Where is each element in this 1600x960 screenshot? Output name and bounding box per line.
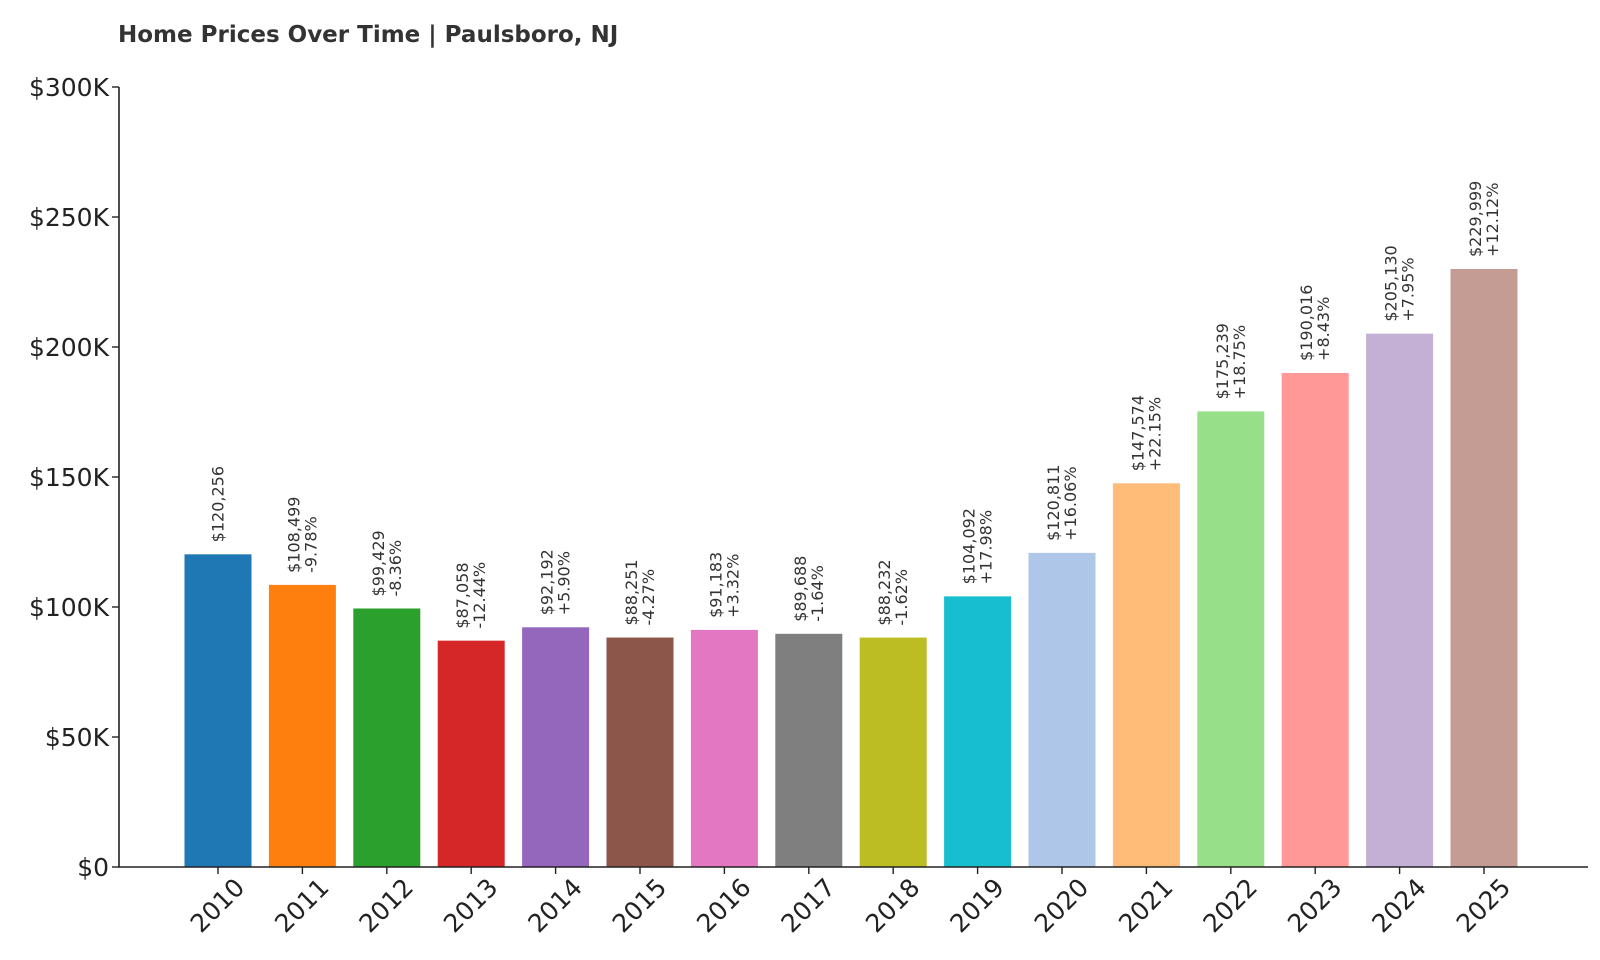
change-label: +22.15% <box>1145 397 1164 471</box>
x-tick-label: 2023 <box>1282 873 1347 938</box>
data-label-2012: $99,429-8.36% <box>369 530 405 596</box>
bar-2019 <box>944 596 1012 867</box>
value-label: $89,688 <box>791 556 810 622</box>
change-label: +5.90% <box>555 551 574 615</box>
x-tick-label: 2012 <box>354 873 419 938</box>
bar-2017 <box>775 633 843 867</box>
value-label: $120,811 <box>1044 465 1063 541</box>
value-label: $88,251 <box>622 559 641 625</box>
data-label-2013: $87,058-12.44% <box>453 562 489 629</box>
bar-2013 <box>437 640 505 867</box>
bars <box>184 269 1518 868</box>
data-label-2014: $92,192+5.90% <box>538 549 574 615</box>
x-tick-label: 2015 <box>607 873 672 938</box>
change-label: -9.78% <box>301 516 320 573</box>
value-label: $147,574 <box>1128 395 1147 471</box>
data-label-2017: $89,688-1.64% <box>791 556 827 622</box>
value-label: $205,130 <box>1382 245 1401 321</box>
bar-2023 <box>1281 372 1349 867</box>
data-labels: $120,256 $108,499-9.78% $99,429-8.36% $87,0… <box>209 181 1503 629</box>
value-label: $104,092 <box>960 508 979 584</box>
value-label: $91,183 <box>706 552 725 618</box>
change-label: +8.43% <box>1314 297 1333 361</box>
data-label-2025: $229,999+12.12% <box>1466 181 1502 257</box>
x-axis-ticks: 2010 2011 2012 2013 2014 2015 2016 2017 2018 2019… <box>185 867 1516 938</box>
change-label: -1.64% <box>808 565 827 622</box>
value-label: $88,232 <box>875 559 894 625</box>
change-label: +18.75% <box>1230 325 1249 399</box>
change-label: +7.95% <box>1399 257 1418 321</box>
data-label-2020: $120,811+16.06% <box>1044 465 1080 541</box>
y-axis-ticks: $0 $50K $100K $150K $200K $250K $300K <box>29 73 119 882</box>
change-label: +17.98% <box>977 510 996 584</box>
x-tick-label: 2011 <box>269 873 334 938</box>
change-label: +16.06% <box>1061 466 1080 540</box>
bar-2022 <box>1197 411 1265 867</box>
value-label: $108,499 <box>284 497 303 573</box>
change-label: +3.32% <box>723 554 742 618</box>
bar-2025 <box>1450 269 1518 868</box>
y-tick-label: $100K <box>29 593 110 622</box>
x-tick-label: 2021 <box>1113 873 1178 938</box>
x-tick-label: 2025 <box>1451 873 1516 938</box>
bar-2016 <box>690 629 758 867</box>
value-label: $175,239 <box>1213 323 1232 399</box>
change-label: -12.44% <box>470 562 489 629</box>
x-tick-label: 2017 <box>776 873 841 938</box>
bar-2014 <box>522 627 590 867</box>
change-label: -1.62% <box>892 569 911 626</box>
value-label: $99,429 <box>369 530 388 596</box>
chart-title: Home Prices Over Time | Paulsboro, NJ <box>118 22 618 48</box>
bar-2020 <box>1028 552 1096 867</box>
y-tick-label: $200K <box>29 333 110 362</box>
bar-2018 <box>859 637 927 867</box>
value-label: $120,256 <box>209 466 228 542</box>
x-tick-label: 2019 <box>944 873 1009 938</box>
data-label-2016: $91,183+3.32% <box>706 552 742 618</box>
data-label-2024: $205,130+7.95% <box>1382 245 1418 321</box>
data-label-2018: $88,232-1.62% <box>875 559 911 625</box>
data-label-2010: $120,256 <box>209 466 228 542</box>
data-label-2011: $108,499-9.78% <box>284 497 320 573</box>
x-tick-label: 2024 <box>1366 873 1431 938</box>
value-label: $87,058 <box>453 562 472 628</box>
x-tick-label: 2020 <box>1029 873 1094 938</box>
x-tick-label: 2013 <box>438 873 503 938</box>
y-tick-label: $300K <box>29 73 110 102</box>
x-tick-label: 2014 <box>522 873 587 938</box>
y-tick-label: $250K <box>29 203 110 232</box>
bar-2024 <box>1366 333 1434 867</box>
bar-2012 <box>353 608 421 867</box>
x-tick-label: 2018 <box>860 873 925 938</box>
y-tick-label: $0 <box>77 853 109 882</box>
bar-2021 <box>1112 483 1180 867</box>
data-label-2019: $104,092+17.98% <box>960 508 996 584</box>
change-label: -4.27% <box>639 569 658 626</box>
x-tick-label: 2010 <box>185 873 250 938</box>
data-label-2021: $147,574+22.15% <box>1128 395 1164 471</box>
bar-2015 <box>606 637 674 867</box>
data-label-2023: $190,016+8.43% <box>1297 285 1333 361</box>
change-label: +12.12% <box>1483 183 1502 257</box>
x-tick-label: 2016 <box>691 873 756 938</box>
value-label: $229,999 <box>1466 181 1485 257</box>
bar-2010 <box>184 554 252 867</box>
change-label: -8.36% <box>386 540 405 597</box>
x-tick-label: 2022 <box>1198 873 1263 938</box>
data-label-2022: $175,239+18.75% <box>1213 323 1249 399</box>
y-tick-label: $150K <box>29 463 110 492</box>
y-tick-label: $50K <box>45 723 110 752</box>
value-label: $190,016 <box>1297 285 1316 361</box>
bar-2011 <box>268 584 336 867</box>
data-label-2015: $88,251-4.27% <box>622 559 658 625</box>
value-label: $92,192 <box>538 549 557 615</box>
